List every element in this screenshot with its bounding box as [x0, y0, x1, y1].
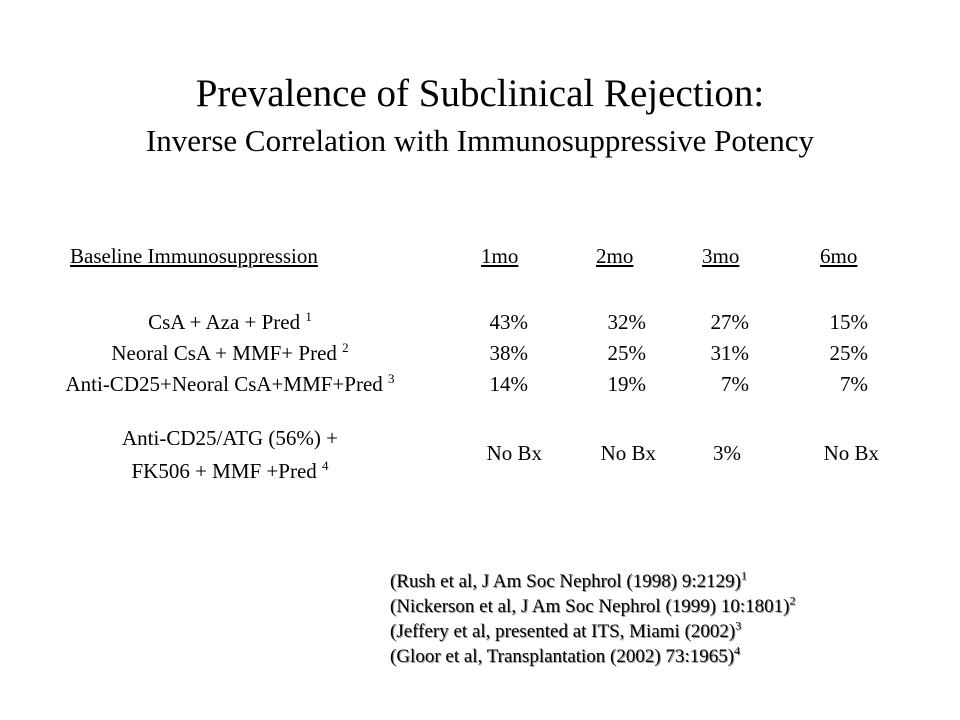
value-6mo: 7%	[840, 372, 868, 396]
reference-marker: 2	[342, 340, 349, 355]
value-2mo: No Bx	[600, 441, 656, 465]
header-2mo: 2mo	[596, 244, 634, 268]
value-6mo: 25%	[829, 341, 869, 365]
value-3mo: 7%	[721, 372, 749, 396]
reference-text: (Jeffery et al, presented at ITS, Miami …	[390, 621, 736, 642]
regimen-row-4-line-1: Anti-CD25/ATG (56%) +	[70, 425, 390, 451]
regimen-label: Anti-CD25+Neoral CsA+MMF+Pred	[65, 372, 383, 396]
value-2mo: 25%	[607, 341, 647, 365]
header-6mo: 6mo	[820, 244, 858, 268]
reference-marker: 1	[305, 309, 312, 324]
slide-title: Prevalence of Subclinical Rejection:	[195, 72, 765, 115]
value-6mo: 15%	[829, 310, 869, 334]
reference-marker: 3	[388, 371, 395, 386]
value-1mo: 38%	[489, 341, 529, 365]
reference-number: 4	[734, 643, 741, 658]
reference-4: (Gloor et al, Transplantation (2002) 73:…	[390, 644, 795, 669]
reference-number: 2	[789, 593, 796, 608]
regimen-label: Neoral CsA + MMF+ Pred	[111, 341, 337, 365]
reference-marker: 4	[322, 458, 329, 473]
reference-text: (Rush et al, J Am Soc Nephrol (1998) 9:2…	[390, 571, 741, 592]
regimen-label: FK506 + MMF +Pred	[131, 459, 317, 483]
regimen-label: CsA + Aza + Pred	[148, 310, 301, 334]
header-1mo: 1mo	[481, 244, 519, 268]
regimen-row-2: Neoral CsA + MMF+ Pred 2	[70, 340, 390, 366]
reference-text: (Gloor et al, Transplantation (2002) 73:…	[390, 646, 735, 667]
value-2mo: 19%	[607, 372, 647, 396]
value-6mo: No Bx	[823, 441, 879, 465]
regimen-label: Anti-CD25/ATG (56%) +	[122, 426, 338, 450]
regimen-row-1: CsA + Aza + Pred 1	[80, 309, 380, 335]
slide-subtitle: Inverse Correlation with Immunosuppressi…	[145, 123, 815, 158]
value-3mo: 31%	[710, 341, 750, 365]
regimen-row-4-line-2: FK506 + MMF +Pred 4	[70, 458, 390, 484]
reference-2: (Nickerson et al, J Am Soc Nephrol (1999…	[390, 594, 795, 619]
value-3mo: 27%	[710, 310, 750, 334]
reference-1: (Rush et al, J Am Soc Nephrol (1998) 9:2…	[390, 569, 795, 594]
value-1mo: No Bx	[486, 441, 542, 465]
references-list: (Rush et al, J Am Soc Nephrol (1998) 9:2…	[390, 569, 795, 669]
value-1mo: 43%	[489, 310, 529, 334]
regimen-row-3: Anti-CD25+Neoral CsA+MMF+Pred 3	[15, 371, 445, 397]
reference-3: (Jeffery et al, presented at ITS, Miami …	[390, 619, 795, 644]
value-3mo: 3%	[713, 441, 741, 465]
reference-number: 1	[740, 568, 747, 583]
reference-text: (Nickerson et al, J Am Soc Nephrol (1999…	[390, 596, 790, 617]
header-baseline-immunosuppression: Baseline Immunosuppression	[70, 244, 318, 268]
reference-number: 3	[735, 618, 742, 633]
value-1mo: 14%	[489, 372, 529, 396]
value-2mo: 32%	[607, 310, 647, 334]
header-3mo: 3mo	[702, 244, 740, 268]
